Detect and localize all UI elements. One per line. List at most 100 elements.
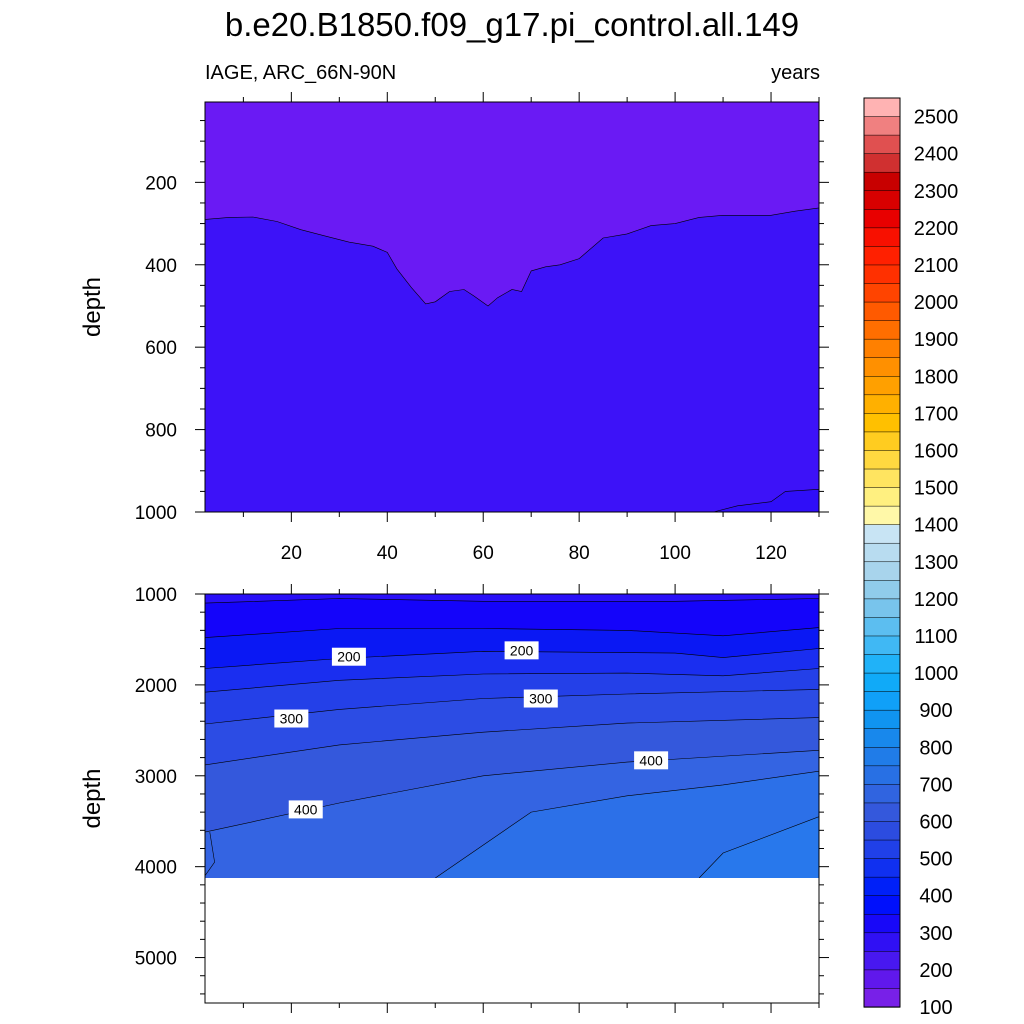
x-tick-label: 100 <box>659 543 691 564</box>
colorbar-label: 1500 <box>914 478 959 500</box>
upper-plot-area <box>205 102 819 512</box>
colorbar-label: 200 <box>919 960 952 982</box>
colorbar-swatch <box>863 747 901 767</box>
colorbar-swatch <box>863 190 901 210</box>
colorbar-swatch <box>863 209 901 229</box>
contour-label-box <box>634 751 669 770</box>
subtitle-variable: IAGE, ARC_66N-90N <box>205 62 397 84</box>
colorbar-swatch <box>863 153 901 173</box>
colorbar-swatch <box>863 376 901 396</box>
x-tick-label: 60 <box>473 543 494 564</box>
colorbar-swatch <box>863 542 901 563</box>
contour-label-text: 400 <box>294 801 318 817</box>
colorbar-swatch <box>863 784 901 804</box>
colorbar-label: 1000 <box>914 663 959 685</box>
x-tick-label: 120 <box>755 543 787 564</box>
contour-label-box <box>288 800 323 819</box>
contour-label-text: 200 <box>510 642 534 658</box>
colorbar-swatch <box>863 617 901 637</box>
colorbar-label: 300 <box>919 923 952 945</box>
y-tick-label: 400 <box>145 256 177 277</box>
colorbar-swatch <box>863 635 901 656</box>
y-tick-label: 1000 <box>135 585 177 606</box>
colorbar-swatch <box>863 97 901 118</box>
y-axis-label: depth <box>79 768 106 828</box>
contour-label: 200 <box>504 641 539 660</box>
colorbar-swatch <box>863 524 901 544</box>
colorbar-swatch <box>863 246 901 266</box>
colorbar-label: 100 <box>919 997 952 1019</box>
contour-label: 400 <box>288 800 323 819</box>
colorbar-label: 1300 <box>914 552 959 574</box>
contour-line-350 <box>205 717 819 766</box>
lower-plot-frame <box>204 593 820 1004</box>
colorbar: 2500 2400 2300 2200 2100 2000 1900 1800 1700 1600… <box>863 97 959 1019</box>
contour-line-450 <box>435 770 819 879</box>
colorbar-swatch <box>863 598 901 619</box>
colorbar-swatch <box>863 821 901 841</box>
contour-label-box <box>523 689 558 708</box>
ocean-floor-mask <box>205 878 819 1003</box>
colorbar-swatch <box>863 264 901 285</box>
colorbar-swatch <box>863 283 901 303</box>
y-tick-label: 1000 <box>135 503 177 524</box>
colorbar-label: 1400 <box>914 515 959 537</box>
colorbar-label: 1600 <box>914 440 959 462</box>
colorbar-label: 400 <box>919 886 952 908</box>
colorbar-swatch <box>863 487 901 507</box>
colorbar-swatch <box>863 728 901 748</box>
colorbar-label: 1900 <box>914 329 959 351</box>
colorbar-swatch <box>863 913 901 934</box>
colorbar-label: 900 <box>919 700 952 722</box>
colorbar-swatch <box>863 468 901 489</box>
colorbar-swatch <box>863 839 901 860</box>
contour-label-text: 300 <box>529 691 553 707</box>
colorbar-swatch <box>863 394 901 415</box>
colorbar-swatch <box>863 672 901 693</box>
y-tick-label: 5000 <box>135 949 177 970</box>
colorbar-label: 2400 <box>914 144 959 166</box>
colorbar-swatch <box>863 895 901 915</box>
contour-label-text: 400 <box>639 752 663 768</box>
colorbar-swatch <box>863 932 901 952</box>
colorbar-swatch <box>863 561 901 581</box>
upper-region-band <box>205 102 819 306</box>
colorbar-swatch <box>863 709 901 730</box>
contour-line-500 <box>698 816 819 879</box>
colorbar-label: 2000 <box>914 292 959 314</box>
colorbar-swatch <box>863 431 901 452</box>
colorbar-swatch <box>863 951 901 971</box>
colorbar-swatch <box>863 134 901 155</box>
colorbar-label: 600 <box>919 811 952 833</box>
colorbar-label: 1100 <box>914 626 957 648</box>
colorbar-label: 800 <box>919 737 952 759</box>
contour-line-150 <box>205 627 819 638</box>
contour-label-box <box>274 709 309 728</box>
colorbar-swatch <box>863 988 901 1008</box>
contour-label: 400 <box>634 751 669 770</box>
contour-label-box <box>504 641 539 660</box>
colorbar-label: 1800 <box>914 366 959 388</box>
colorbar-swatch <box>863 450 901 470</box>
chart-title: b.e20.B1850.f09_g17.pi_control.all.149 <box>224 6 800 43</box>
colorbar-swatch <box>863 227 901 248</box>
x-tick-label: 40 <box>377 543 398 564</box>
y-tick-label: 2000 <box>135 676 177 697</box>
contour-line-200 <box>205 648 819 669</box>
colorbar-label: 2300 <box>914 181 959 203</box>
colorbar-swatch <box>863 301 901 322</box>
colorbar-label: 500 <box>919 849 952 871</box>
contour-label: 200 <box>331 647 366 666</box>
colorbar-label: 700 <box>919 774 952 796</box>
y-tick-label: 3000 <box>135 767 177 788</box>
x-tick-label: 20 <box>281 543 302 564</box>
y-tick-label: 200 <box>145 173 177 194</box>
y-axis-label: depth <box>79 277 106 337</box>
colorbar-swatch <box>863 654 901 674</box>
contour-label-text: 200 <box>337 649 361 665</box>
colorbar-swatch <box>863 505 901 526</box>
lower-panel: 200 200 300 300 400 400 1000 2000 3000 4000 5000 de… <box>79 584 829 1013</box>
y-tick-label: 800 <box>145 421 177 442</box>
contour-line-250 <box>205 668 819 693</box>
